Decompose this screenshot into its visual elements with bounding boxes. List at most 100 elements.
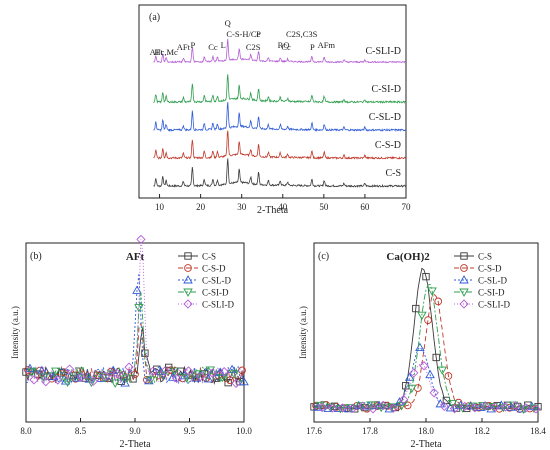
panel-a-series-c-si-d bbox=[153, 74, 407, 104]
marker-triangle-down bbox=[396, 402, 407, 411]
marker-triangle-up bbox=[476, 402, 486, 411]
marker-diamond bbox=[337, 403, 348, 413]
marker-triangle-down bbox=[169, 367, 180, 376]
marker-diamond bbox=[460, 401, 470, 412]
marker-diamond bbox=[521, 403, 531, 413]
marker-diamond bbox=[160, 366, 170, 376]
marker-triangle-down bbox=[229, 370, 239, 379]
legend-label: C-S bbox=[478, 252, 492, 262]
marker-diamond bbox=[53, 375, 63, 385]
marker-triangle-up bbox=[25, 363, 35, 372]
marker-diamond bbox=[76, 372, 87, 382]
marker-diamond bbox=[490, 402, 500, 412]
series-line-c-s-d bbox=[25, 322, 245, 384]
marker-circle bbox=[460, 264, 468, 272]
xtick-label: 10.0 bbox=[236, 426, 252, 436]
marker-triangle-up bbox=[72, 373, 83, 382]
panel-a-peak-annotation: AFt bbox=[150, 47, 164, 57]
panel-a-peak-annotation: AFm bbox=[318, 40, 336, 50]
panel-a-series-c-s bbox=[153, 158, 406, 188]
xtick-label: 18.4 bbox=[530, 426, 546, 436]
marker-square bbox=[401, 382, 410, 390]
marker-diamond bbox=[219, 366, 229, 377]
marker-triangle-down bbox=[217, 373, 227, 383]
panel-a-peak-annotation: C2S,C3S bbox=[286, 29, 318, 39]
marker-diamond bbox=[470, 403, 480, 413]
marker-diamond bbox=[358, 401, 368, 411]
panel-title: AFt bbox=[126, 251, 145, 263]
marker-triangle-down bbox=[468, 402, 478, 411]
marker-square bbox=[412, 304, 420, 313]
legend-label: C-SLI-D bbox=[202, 300, 234, 310]
panel-a-peak-annotation: AFt bbox=[177, 42, 191, 52]
xlabel: 2-Theta bbox=[119, 439, 151, 450]
marker-triangle-up bbox=[404, 372, 415, 381]
legend-label: C-S bbox=[202, 252, 216, 262]
marker-diamond bbox=[183, 299, 193, 309]
panel-c: 17.6 17.8 18.0 18.2 18.4 2-Theta Intensity (a.… bbox=[298, 242, 546, 450]
legend-label: C-SI-D bbox=[478, 288, 505, 298]
marker-triangle-down bbox=[406, 384, 417, 394]
marker-diamond bbox=[368, 404, 378, 414]
marker-circle bbox=[226, 376, 234, 385]
marker-triangle-up bbox=[239, 376, 249, 386]
marker-triangle-down bbox=[183, 288, 193, 297]
marker-triangle-up bbox=[459, 275, 469, 284]
panel-label: (c) bbox=[318, 251, 329, 262]
marker-square bbox=[422, 272, 430, 281]
marker-diamond bbox=[419, 361, 429, 371]
ylabel: Intensity (a.u.) bbox=[10, 306, 20, 359]
ylabel: Intensity (a.u.) bbox=[298, 306, 308, 359]
xtick-label: 8.0 bbox=[20, 426, 32, 436]
legend-label: C-SLI-D bbox=[478, 300, 510, 310]
xtick-label: 9.0 bbox=[129, 426, 141, 436]
panel-a-peak-annotation: Cc bbox=[281, 42, 291, 52]
marker-triangle-down bbox=[122, 374, 132, 383]
series-line-c-sl-d bbox=[313, 346, 539, 410]
series-line-c-sli-d bbox=[25, 239, 245, 385]
panel-a-peak-annotation: RO bbox=[278, 40, 290, 50]
panel-a-peak-annotation: Q bbox=[225, 18, 231, 28]
panel-a-xlabel: 2-Theta bbox=[257, 205, 289, 216]
panel-a-series-c-sli-d bbox=[153, 38, 407, 64]
panel-b: 8.0 8.5 9.0 9.5 10.0 2-Theta Intensity (a.u.) (… bbox=[10, 234, 252, 450]
panel-a: 10 20 30 40 50 60 70 2-Theta (a) C-S C-S-D C-SL-D C-… bbox=[138, 4, 411, 216]
marker-diamond bbox=[41, 377, 51, 387]
series-line-c-s-d bbox=[313, 293, 539, 410]
panel-a-frame bbox=[138, 4, 407, 199]
marker-triangle-up bbox=[215, 367, 225, 376]
marker-triangle-down bbox=[50, 367, 61, 377]
marker-triangle-down bbox=[498, 403, 509, 413]
panel-a-xtick-label: 50 bbox=[319, 202, 329, 212]
marker-diamond bbox=[207, 368, 217, 378]
legend-label: C-S-D bbox=[202, 264, 226, 274]
marker-diamond bbox=[459, 299, 469, 309]
xtick-label: 17.6 bbox=[306, 426, 322, 436]
marker-triangle-down bbox=[193, 370, 204, 379]
marker-triangle-down bbox=[181, 374, 192, 383]
marker-diamond bbox=[231, 378, 241, 388]
marker-diamond bbox=[378, 400, 388, 411]
marker-diamond bbox=[171, 373, 182, 383]
marker-triangle-down bbox=[315, 401, 325, 411]
marker-triangle-up bbox=[415, 342, 425, 351]
marker-square bbox=[460, 252, 468, 260]
marker-diamond bbox=[510, 401, 521, 411]
marker-diamond bbox=[112, 368, 122, 379]
marker-square bbox=[224, 379, 232, 387]
marker-diamond bbox=[398, 394, 409, 405]
marker-diamond bbox=[100, 371, 110, 381]
xtick-label: 17.8 bbox=[362, 426, 378, 436]
marker-triangle-down bbox=[386, 403, 397, 412]
panel-a-peak-annotation: C-S-H/Cc bbox=[226, 29, 260, 39]
marker-triangle-down bbox=[447, 400, 458, 409]
panel-a-series-c-sl-d bbox=[153, 101, 407, 133]
marker-diamond bbox=[500, 402, 511, 412]
legend-label: C-S-D bbox=[478, 264, 502, 274]
marker-diamond bbox=[183, 366, 194, 376]
marker-diamond bbox=[531, 404, 541, 414]
panel-a-xtick-label: 30 bbox=[237, 202, 247, 212]
marker-circle bbox=[424, 316, 432, 324]
xtick-label: 8.5 bbox=[75, 426, 87, 436]
